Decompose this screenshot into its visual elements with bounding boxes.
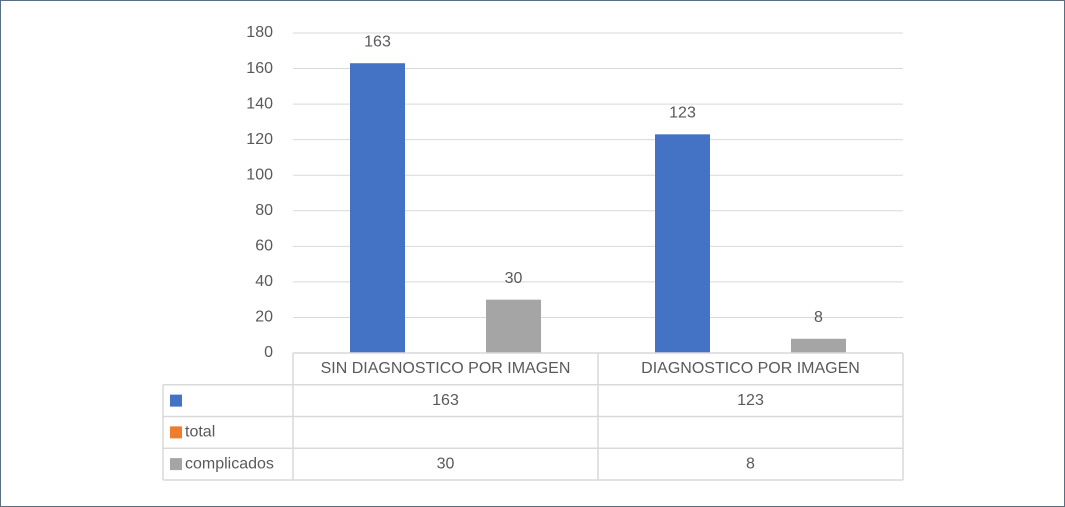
y-tick-label: 0 — [264, 344, 273, 361]
y-tick-label: 120 — [246, 131, 273, 148]
legend-key — [170, 458, 182, 471]
table-value: 123 — [737, 392, 764, 409]
legend-key — [170, 394, 182, 407]
y-tick-label: 60 — [255, 238, 273, 255]
bar — [655, 134, 710, 353]
y-tick-label: 80 — [255, 202, 273, 219]
data-label: 123 — [669, 105, 696, 122]
bar — [791, 338, 846, 353]
legend-label: total — [185, 424, 215, 441]
y-tick-label: 40 — [255, 273, 273, 290]
y-tick-label: 160 — [246, 60, 273, 77]
data-label: 163 — [364, 33, 391, 50]
x-tick-label: SIN DIAGNOSTICO POR IMAGEN — [321, 360, 571, 377]
y-tick-label: 20 — [255, 309, 273, 326]
table-value: 30 — [437, 455, 455, 472]
table-value: 163 — [432, 392, 459, 409]
legend-label: complicados — [185, 455, 274, 472]
y-tick-label: 180 — [246, 24, 273, 41]
data-label: 30 — [505, 270, 523, 287]
y-tick-label: 100 — [246, 166, 273, 183]
y-tick-label: 140 — [246, 95, 273, 112]
table-value: 8 — [746, 455, 755, 472]
x-tick-label: DIAGNOSTICO POR IMAGEN — [641, 360, 860, 377]
bar — [350, 63, 405, 353]
bar — [486, 299, 541, 353]
data-label: 8 — [814, 309, 823, 326]
legend-key — [170, 426, 182, 439]
